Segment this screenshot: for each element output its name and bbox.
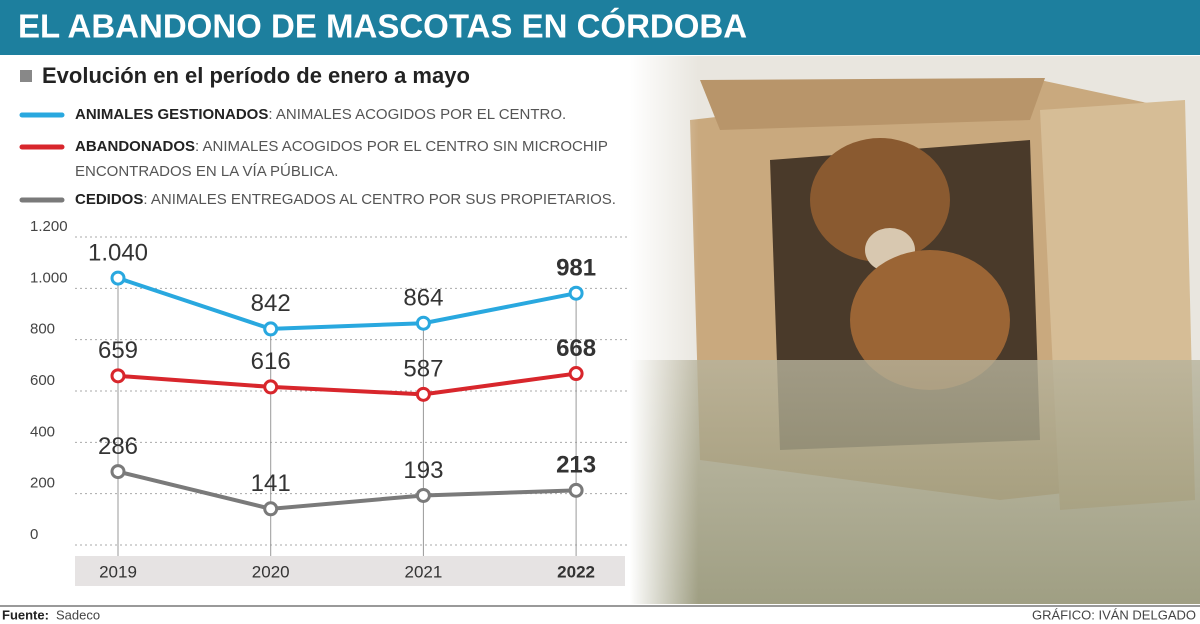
x-tick-label: 2019 xyxy=(99,562,137,581)
value-label: 193 xyxy=(403,457,443,484)
value-label: 842 xyxy=(251,290,291,317)
series-line xyxy=(117,469,577,511)
value-label: 141 xyxy=(251,470,291,497)
legend-description: : ANIMALES ACOGIDOS POR EL CENTRO. xyxy=(268,106,566,123)
data-point xyxy=(415,315,431,331)
x-tick-label: 2022 xyxy=(557,562,595,581)
legend-name: CEDIDOS xyxy=(75,191,143,208)
legend-description: : ANIMALES ACOGIDOS POR EL CENTRO SIN MI… xyxy=(195,138,608,155)
data-point xyxy=(110,368,126,384)
value-label: 864 xyxy=(403,285,443,312)
source-label: Fuente: xyxy=(2,607,49,622)
legend-description: ENCONTRADOS EN LA VÍA PÚBLICA. xyxy=(75,163,338,180)
y-tick-label: 1.000 xyxy=(30,269,68,286)
x-tick-label: 2021 xyxy=(404,562,442,581)
subtitle-bullet xyxy=(20,70,32,82)
legend-name: ABANDONADOS xyxy=(75,138,195,155)
data-point xyxy=(568,482,584,498)
value-label: 616 xyxy=(251,348,291,375)
value-label: 587 xyxy=(403,356,443,383)
value-label: 286 xyxy=(98,433,138,460)
series-line xyxy=(117,276,577,331)
credit: GRÁFICO: IVÁN DELGADO xyxy=(1032,607,1196,622)
value-label: 1.040 xyxy=(88,239,148,266)
data-point xyxy=(263,501,279,517)
x-tick-label: 2020 xyxy=(252,562,290,581)
subtitle: Evolución en el período de enero a mayo xyxy=(42,63,470,88)
data-point xyxy=(110,270,126,286)
title: EL ABANDONO DE MASCOTAS EN CÓRDOBA xyxy=(18,8,747,45)
y-tick-label: 1.200 xyxy=(30,218,68,235)
data-point xyxy=(415,386,431,402)
y-tick-label: 0 xyxy=(30,526,38,543)
value-label: 213 xyxy=(556,452,596,479)
value-label: 668 xyxy=(556,335,596,362)
data-point xyxy=(263,379,279,395)
y-tick-label: 800 xyxy=(30,321,55,338)
title-bar xyxy=(0,0,1200,55)
data-point xyxy=(568,366,584,382)
y-tick-label: 200 xyxy=(30,475,55,492)
y-tick-label: 600 xyxy=(30,372,55,389)
photo xyxy=(630,56,1200,604)
data-point xyxy=(263,321,279,337)
legend-entry: ANIMALES GESTIONADOS: ANIMALES ACOGIDOS … xyxy=(75,106,566,123)
y-tick-label: 400 xyxy=(30,423,55,440)
value-label: 659 xyxy=(98,337,138,364)
series-line xyxy=(117,371,577,397)
data-point xyxy=(110,464,126,480)
legend-entry: ABANDONADOS: ANIMALES ACOGIDOS POR EL CE… xyxy=(75,138,608,155)
legend-description: : ANIMALES ENTREGADOS AL CENTRO POR SUS … xyxy=(143,191,616,208)
legend-name: ANIMALES GESTIONADOS xyxy=(75,106,268,123)
value-label: 981 xyxy=(556,255,596,282)
x-axis-band xyxy=(75,556,625,586)
data-point xyxy=(415,487,431,503)
source: Sadeco xyxy=(56,607,100,622)
legend-entry: CEDIDOS: ANIMALES ENTREGADOS AL CENTRO P… xyxy=(75,191,616,208)
data-point xyxy=(568,285,584,301)
